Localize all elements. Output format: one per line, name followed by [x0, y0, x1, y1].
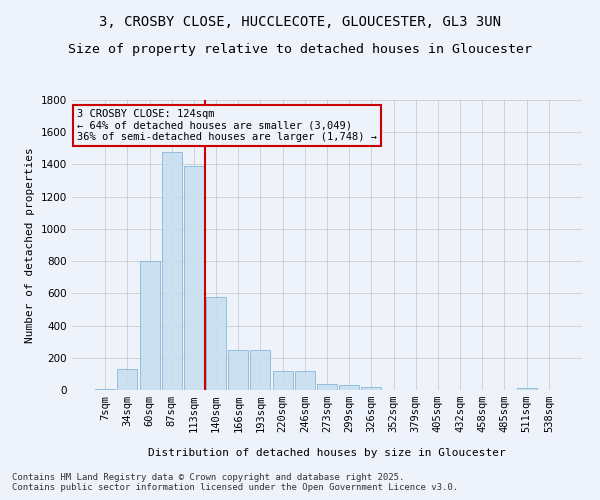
- Bar: [361, 387, 382, 390]
- Y-axis label: Number of detached properties: Number of detached properties: [25, 147, 35, 343]
- Text: Distribution of detached houses by size in Gloucester: Distribution of detached houses by size …: [148, 448, 506, 458]
- Bar: [118, 369, 137, 390]
- Text: Size of property relative to detached houses in Gloucester: Size of property relative to detached ho…: [68, 42, 532, 56]
- Bar: [162, 152, 182, 390]
- Bar: [184, 166, 204, 390]
- Bar: [140, 261, 160, 390]
- Bar: [228, 350, 248, 390]
- Bar: [339, 385, 359, 390]
- Bar: [250, 350, 271, 390]
- Bar: [317, 384, 337, 390]
- Bar: [272, 372, 293, 390]
- Text: Contains HM Land Registry data © Crown copyright and database right 2025.
Contai: Contains HM Land Registry data © Crown c…: [12, 473, 458, 492]
- Text: 3, CROSBY CLOSE, HUCCLECOTE, GLOUCESTER, GL3 3UN: 3, CROSBY CLOSE, HUCCLECOTE, GLOUCESTER,…: [99, 15, 501, 29]
- Bar: [95, 389, 115, 390]
- Bar: [517, 388, 536, 390]
- Bar: [295, 372, 315, 390]
- Bar: [206, 298, 226, 390]
- Text: 3 CROSBY CLOSE: 124sqm
← 64% of detached houses are smaller (3,049)
36% of semi-: 3 CROSBY CLOSE: 124sqm ← 64% of detached…: [77, 108, 377, 142]
